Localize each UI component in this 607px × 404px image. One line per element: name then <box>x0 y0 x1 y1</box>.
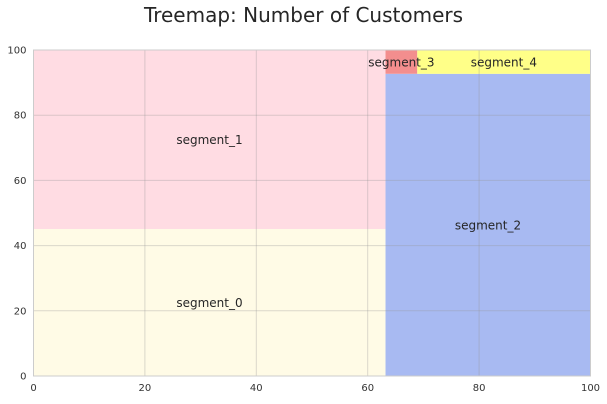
x-tick-label-0: 0 <box>30 383 36 394</box>
segment-label-2: segment_2 <box>455 218 521 232</box>
treemap-segment-0 <box>33 228 386 376</box>
plot-frame-layer <box>33 49 591 377</box>
segment-label-0: segment_0 <box>176 296 242 310</box>
segment-label-3: segment_3 <box>368 55 434 69</box>
y-tick-label-5: 100 <box>7 46 26 57</box>
chart-title: Treemap: Number of Customers <box>143 3 463 27</box>
tick-labels-layer: 0 20 40 60 80 100 0 20 40 60 80 100 <box>7 46 600 395</box>
x-tick-label-4: 80 <box>473 383 486 394</box>
x-tick-label-1: 20 <box>139 383 152 394</box>
y-tick-label-1: 20 <box>14 306 27 317</box>
y-tick-label-4: 80 <box>14 111 27 122</box>
treemap-segment-1 <box>33 50 386 229</box>
segment-label-1: segment_1 <box>176 133 242 147</box>
treemap-segment-4 <box>417 50 591 74</box>
segments-layer <box>33 50 591 376</box>
segment-labels-layer: segment_0 segment_1 segment_2 segment_3 segm… <box>176 55 537 310</box>
plot-frame <box>33 49 591 377</box>
y-tick-label-0: 0 <box>20 372 26 383</box>
treemap-segment-2 <box>385 73 591 376</box>
y-tick-label-2: 40 <box>14 241 27 252</box>
segment-label-4: segment_4 <box>471 55 537 69</box>
y-tick-label-3: 60 <box>14 176 27 187</box>
x-tick-label-2: 40 <box>250 383 263 394</box>
x-tick-label-5: 100 <box>581 383 600 394</box>
treemap-segment-3 <box>385 50 418 74</box>
x-tick-label-3: 60 <box>361 383 374 394</box>
